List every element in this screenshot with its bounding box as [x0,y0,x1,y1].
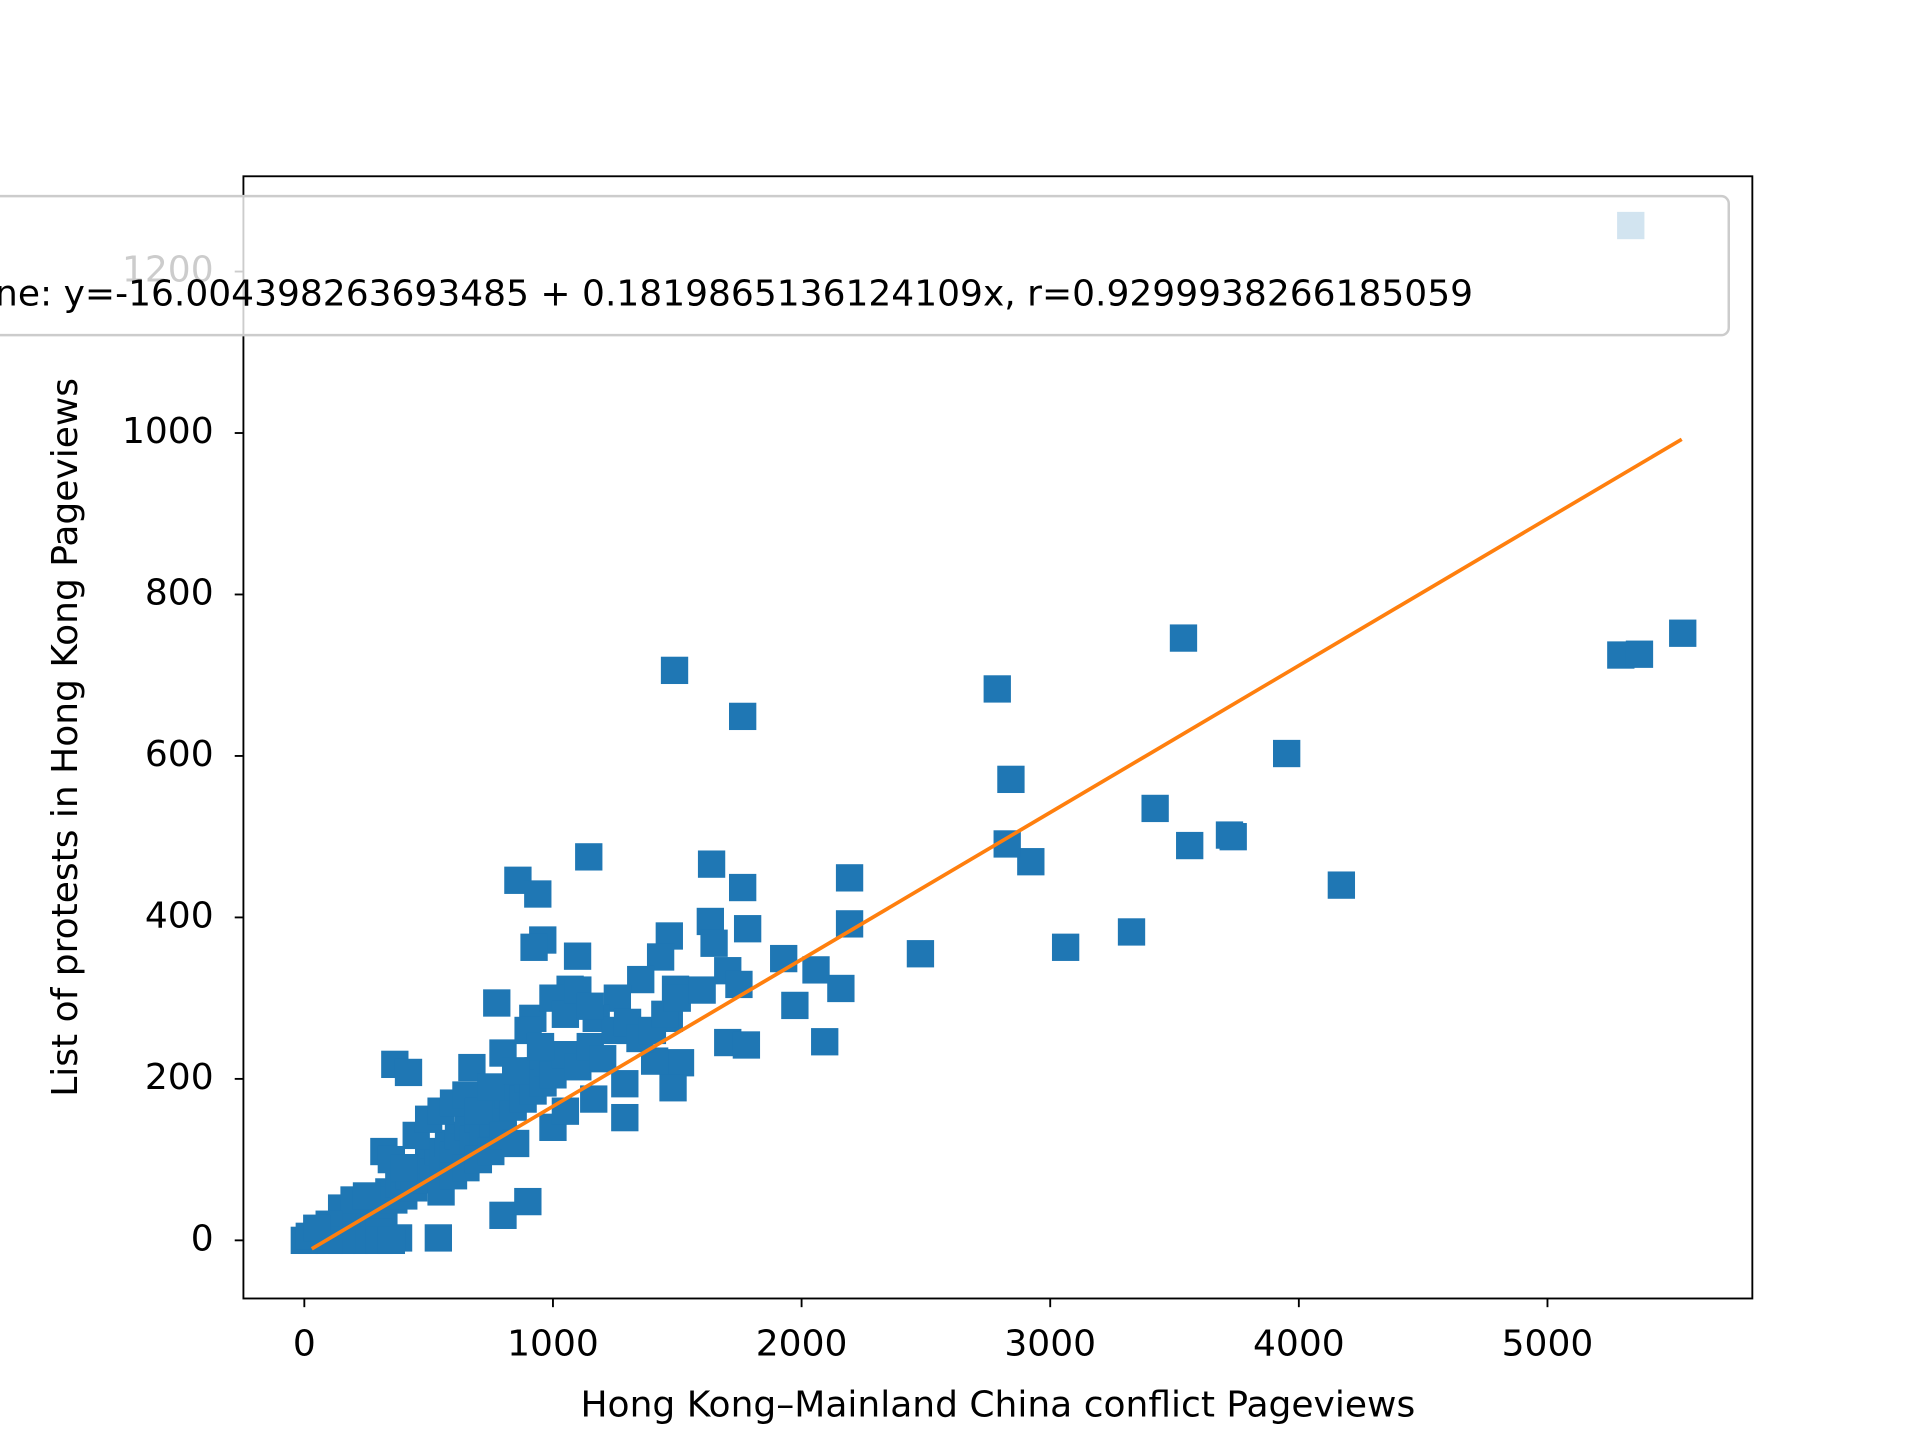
point [729,873,757,902]
axes-frame [242,175,1754,1300]
point [352,1182,381,1210]
point [464,1097,493,1125]
point [303,1214,331,1242]
point [802,956,830,984]
point [477,1073,505,1101]
point [575,843,603,871]
point [611,1070,639,1098]
point [377,1226,406,1255]
point [733,915,762,943]
point [666,1049,695,1077]
point [424,1224,453,1252]
y-tick-label: 200 [145,1057,214,1098]
point [827,974,855,1003]
point [983,675,1011,703]
point [725,970,753,999]
point [697,850,726,878]
point [390,1154,418,1182]
point [1625,640,1654,668]
point [835,864,864,892]
x-tick-label: 2000 [756,1324,848,1365]
point [1176,831,1204,860]
point [729,702,757,731]
point [551,1000,580,1028]
y-axis-label: List of protests in Hong Kong Pageviews [45,378,86,1097]
x-tick-label: 3000 [1004,1324,1096,1365]
point [1272,739,1301,768]
point [688,976,716,1004]
point [483,989,511,1017]
legend: ne: y=-16.004398263693485 + 0.1819865136… [0,194,1730,337]
legend-label: ne: y=-16.004398263693485 + 0.1819865136… [0,273,1473,314]
point [811,1028,839,1056]
point [589,1045,617,1073]
point [1169,624,1198,652]
point [563,942,592,970]
point [659,1074,687,1102]
point [781,991,809,1020]
point [576,992,604,1020]
legend-box [0,194,1730,337]
y-tick-label: 800 [145,572,214,613]
x-tick-label: 1000 [507,1324,599,1365]
y-tick-label: 1000 [122,411,214,452]
point [1141,794,1169,823]
x-axis-label: Hong Kong–Mainland China conflict Pagevi… [580,1384,1415,1425]
point [394,1058,423,1087]
point [770,944,798,973]
x-tick-label: 4000 [1253,1324,1345,1365]
point [1017,848,1045,876]
point [502,1057,530,1085]
point [1327,871,1356,899]
point [1117,918,1146,946]
point [660,656,689,685]
point [997,765,1025,794]
point [1051,933,1080,961]
point [524,880,552,908]
x-tick-label: 5000 [1502,1324,1594,1365]
regression-line [310,437,1683,1251]
point [520,933,548,961]
point [580,1085,608,1113]
y-tick-label: 0 [191,1218,214,1259]
point [551,1097,580,1125]
point [700,929,728,957]
x-tick-label: 0 [293,1324,316,1365]
point [1669,619,1697,647]
point [906,940,935,968]
point [489,1201,517,1229]
point [627,965,655,994]
point [1219,823,1247,851]
y-tick-label: 400 [145,895,214,936]
point [663,984,691,1012]
y-tick-label: 600 [145,734,214,775]
point [526,1032,555,1061]
point [514,1187,542,1216]
point [732,1031,761,1059]
point [611,1103,639,1132]
